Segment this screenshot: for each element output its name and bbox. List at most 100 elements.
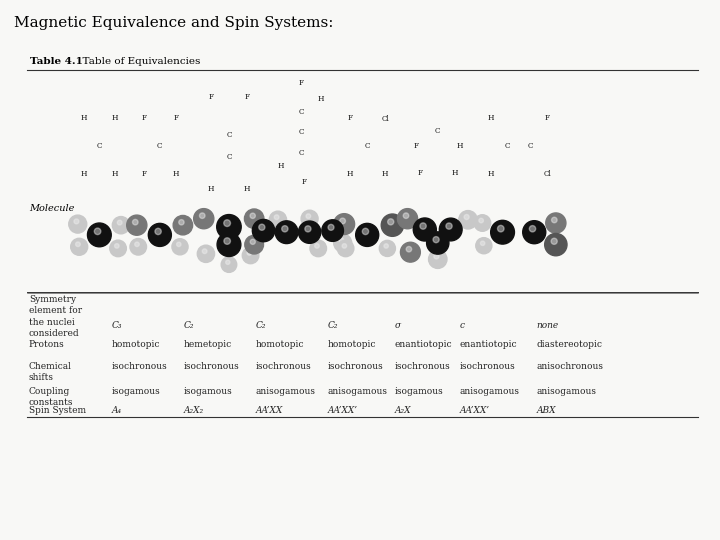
Text: homotopic: homotopic bbox=[256, 340, 304, 349]
Text: Cl: Cl bbox=[544, 170, 551, 178]
Ellipse shape bbox=[224, 238, 230, 244]
Ellipse shape bbox=[546, 213, 566, 233]
Text: anisogamous: anisogamous bbox=[459, 387, 519, 396]
Text: c: c bbox=[459, 321, 464, 330]
Ellipse shape bbox=[155, 228, 161, 234]
Text: H: H bbox=[381, 170, 388, 178]
Ellipse shape bbox=[420, 223, 426, 229]
Ellipse shape bbox=[221, 257, 237, 272]
Text: homotopic: homotopic bbox=[328, 340, 376, 349]
Ellipse shape bbox=[434, 254, 439, 259]
Ellipse shape bbox=[224, 220, 230, 226]
Ellipse shape bbox=[342, 244, 346, 248]
Ellipse shape bbox=[315, 244, 319, 248]
Ellipse shape bbox=[400, 242, 420, 262]
Text: F: F bbox=[414, 142, 418, 150]
Text: F: F bbox=[545, 114, 549, 122]
Text: C: C bbox=[96, 142, 102, 150]
Text: H: H bbox=[451, 169, 459, 177]
Ellipse shape bbox=[306, 214, 310, 219]
Ellipse shape bbox=[172, 239, 188, 255]
Text: hemetopic: hemetopic bbox=[184, 340, 232, 349]
Text: A₄: A₄ bbox=[112, 406, 122, 415]
Text: C: C bbox=[504, 142, 510, 150]
Ellipse shape bbox=[250, 239, 256, 245]
Text: C: C bbox=[364, 142, 370, 150]
Ellipse shape bbox=[88, 223, 112, 247]
Ellipse shape bbox=[245, 209, 264, 228]
Ellipse shape bbox=[523, 221, 546, 244]
Text: C: C bbox=[226, 131, 232, 139]
Text: anisochronous: anisochronous bbox=[536, 362, 603, 371]
Ellipse shape bbox=[275, 221, 298, 244]
Text: enantiotopic: enantiotopic bbox=[459, 340, 517, 349]
Text: C: C bbox=[298, 149, 304, 157]
Ellipse shape bbox=[250, 213, 256, 219]
Text: F: F bbox=[209, 93, 213, 101]
Ellipse shape bbox=[406, 246, 412, 252]
Ellipse shape bbox=[252, 219, 275, 242]
Text: H: H bbox=[318, 95, 325, 103]
Ellipse shape bbox=[480, 241, 485, 246]
Text: Protons: Protons bbox=[29, 340, 65, 349]
Text: AA’XX: AA’XX bbox=[256, 406, 283, 415]
Text: C₂: C₂ bbox=[256, 321, 266, 330]
Text: isochronous: isochronous bbox=[459, 362, 515, 371]
Text: isochronous: isochronous bbox=[395, 362, 450, 371]
Ellipse shape bbox=[384, 244, 388, 248]
Ellipse shape bbox=[328, 225, 334, 231]
Text: H: H bbox=[80, 114, 87, 122]
Ellipse shape bbox=[176, 242, 181, 247]
Ellipse shape bbox=[301, 210, 318, 227]
Ellipse shape bbox=[135, 242, 139, 247]
Ellipse shape bbox=[132, 219, 138, 225]
Text: Magnetic Equivalence and Spin Systems:: Magnetic Equivalence and Spin Systems: bbox=[14, 16, 334, 30]
Text: H: H bbox=[277, 162, 284, 170]
Ellipse shape bbox=[179, 220, 184, 225]
Ellipse shape bbox=[69, 215, 87, 233]
Ellipse shape bbox=[459, 211, 477, 229]
Ellipse shape bbox=[217, 233, 240, 256]
Ellipse shape bbox=[74, 219, 79, 224]
Text: Table of Equivalencies: Table of Equivalencies bbox=[76, 57, 200, 66]
Text: F: F bbox=[418, 169, 423, 177]
Ellipse shape bbox=[339, 238, 344, 243]
Text: Chemical
shifts: Chemical shifts bbox=[29, 362, 72, 382]
Text: F: F bbox=[142, 170, 146, 178]
Ellipse shape bbox=[337, 240, 354, 256]
Text: H: H bbox=[346, 170, 354, 178]
Ellipse shape bbox=[202, 249, 207, 254]
Text: H: H bbox=[487, 114, 495, 122]
Ellipse shape bbox=[387, 219, 394, 225]
Text: Cl: Cl bbox=[382, 115, 390, 123]
Ellipse shape bbox=[340, 218, 346, 224]
Text: anisogamous: anisogamous bbox=[536, 387, 596, 396]
Ellipse shape bbox=[479, 218, 483, 223]
Text: F: F bbox=[174, 114, 178, 122]
Ellipse shape bbox=[71, 238, 88, 255]
Ellipse shape bbox=[245, 235, 264, 254]
Ellipse shape bbox=[76, 242, 80, 247]
Text: Molecule: Molecule bbox=[29, 204, 74, 213]
Ellipse shape bbox=[94, 228, 101, 234]
Ellipse shape bbox=[545, 233, 567, 256]
Text: isochronous: isochronous bbox=[184, 362, 239, 371]
Text: A₂X₂: A₂X₂ bbox=[184, 406, 204, 415]
Ellipse shape bbox=[114, 244, 119, 248]
Ellipse shape bbox=[130, 239, 147, 255]
Text: isochronous: isochronous bbox=[256, 362, 311, 371]
Text: H: H bbox=[243, 185, 251, 193]
Ellipse shape bbox=[362, 228, 369, 234]
Text: C: C bbox=[226, 153, 232, 160]
Ellipse shape bbox=[247, 251, 251, 255]
Text: C: C bbox=[157, 142, 163, 150]
Ellipse shape bbox=[194, 208, 214, 229]
Ellipse shape bbox=[274, 215, 279, 220]
Ellipse shape bbox=[112, 217, 130, 234]
Ellipse shape bbox=[446, 223, 452, 229]
Text: H: H bbox=[487, 170, 495, 178]
Ellipse shape bbox=[433, 237, 439, 242]
Text: C: C bbox=[435, 127, 441, 134]
Ellipse shape bbox=[474, 215, 491, 231]
Text: enantiotopic: enantiotopic bbox=[395, 340, 452, 349]
